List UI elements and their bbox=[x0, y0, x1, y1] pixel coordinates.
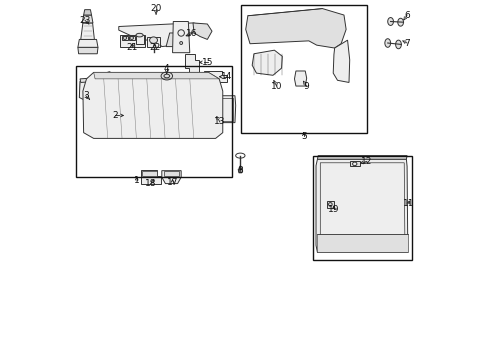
Polygon shape bbox=[185, 54, 199, 74]
Bar bbox=[76, 66, 232, 177]
Polygon shape bbox=[327, 201, 334, 208]
Ellipse shape bbox=[164, 74, 170, 78]
Polygon shape bbox=[164, 171, 179, 176]
Text: 13: 13 bbox=[214, 117, 226, 126]
Polygon shape bbox=[81, 23, 95, 40]
Polygon shape bbox=[318, 234, 408, 252]
Ellipse shape bbox=[353, 162, 357, 166]
Polygon shape bbox=[166, 33, 180, 46]
Text: 5: 5 bbox=[301, 132, 307, 141]
Polygon shape bbox=[316, 159, 408, 252]
Polygon shape bbox=[119, 23, 206, 46]
Polygon shape bbox=[238, 169, 243, 173]
Polygon shape bbox=[201, 96, 236, 123]
Polygon shape bbox=[252, 50, 282, 75]
Ellipse shape bbox=[398, 18, 403, 26]
Polygon shape bbox=[294, 71, 307, 86]
Text: 14: 14 bbox=[221, 72, 233, 81]
Text: 19: 19 bbox=[328, 205, 340, 214]
Text: 15: 15 bbox=[202, 58, 214, 67]
Polygon shape bbox=[78, 47, 98, 54]
Text: 4: 4 bbox=[164, 64, 170, 73]
Polygon shape bbox=[82, 15, 93, 23]
Polygon shape bbox=[162, 171, 181, 184]
Bar bbox=[313, 156, 412, 260]
Polygon shape bbox=[79, 72, 122, 107]
Text: 23: 23 bbox=[79, 16, 91, 25]
Text: 21: 21 bbox=[127, 43, 138, 52]
Text: 12: 12 bbox=[361, 157, 372, 166]
Ellipse shape bbox=[395, 40, 401, 49]
Polygon shape bbox=[318, 156, 407, 159]
Polygon shape bbox=[350, 161, 360, 166]
Polygon shape bbox=[122, 36, 128, 40]
Ellipse shape bbox=[385, 39, 391, 47]
Text: 2: 2 bbox=[112, 111, 118, 120]
Text: 20: 20 bbox=[150, 4, 162, 13]
Ellipse shape bbox=[180, 41, 183, 44]
Text: 11: 11 bbox=[403, 199, 414, 208]
Text: 22: 22 bbox=[149, 43, 160, 52]
Text: 6: 6 bbox=[404, 10, 410, 19]
Polygon shape bbox=[136, 35, 144, 44]
Text: 18: 18 bbox=[146, 179, 157, 188]
Text: 17: 17 bbox=[167, 178, 178, 187]
Polygon shape bbox=[78, 40, 98, 47]
Polygon shape bbox=[118, 113, 128, 123]
Text: 16: 16 bbox=[186, 29, 197, 38]
Ellipse shape bbox=[136, 33, 143, 37]
Polygon shape bbox=[141, 170, 161, 184]
Polygon shape bbox=[147, 37, 160, 46]
Polygon shape bbox=[120, 35, 145, 46]
Text: 8: 8 bbox=[238, 166, 243, 175]
Ellipse shape bbox=[388, 18, 393, 26]
Polygon shape bbox=[172, 22, 190, 53]
Text: 10: 10 bbox=[271, 82, 282, 91]
Text: 1: 1 bbox=[134, 176, 140, 185]
Polygon shape bbox=[193, 23, 212, 40]
Bar bbox=[242, 5, 367, 134]
Polygon shape bbox=[129, 36, 135, 40]
Text: 9: 9 bbox=[304, 82, 310, 91]
Polygon shape bbox=[84, 10, 92, 15]
Ellipse shape bbox=[149, 37, 157, 43]
Polygon shape bbox=[83, 72, 223, 138]
Polygon shape bbox=[245, 9, 346, 48]
Text: 7: 7 bbox=[404, 39, 410, 48]
Polygon shape bbox=[333, 40, 350, 82]
Polygon shape bbox=[94, 72, 219, 79]
Text: 3: 3 bbox=[83, 91, 89, 100]
Polygon shape bbox=[204, 71, 227, 82]
Polygon shape bbox=[143, 171, 157, 176]
Polygon shape bbox=[80, 76, 124, 82]
